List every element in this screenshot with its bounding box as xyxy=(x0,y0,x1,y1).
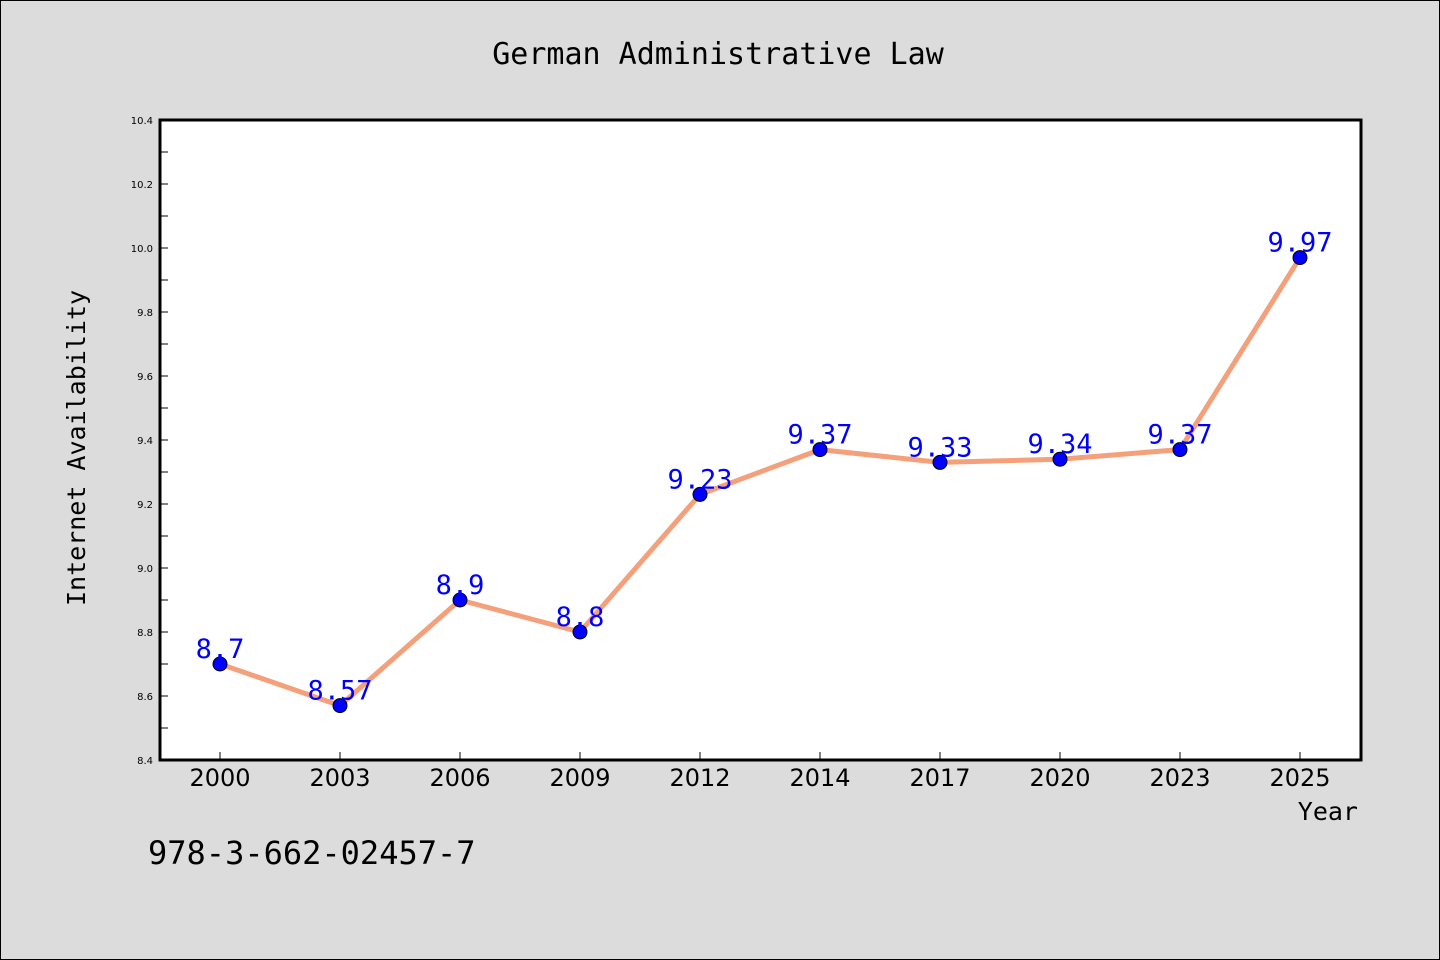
y-axis-ticks: 8.4 8.6 8.8 9.0 9.2 9.4 9.6 9.8 10.0 10.2 10.4 xyxy=(131,116,168,767)
data-label: 8.57 xyxy=(307,676,372,707)
data-point xyxy=(572,624,588,640)
y-tick-label: 9.6 xyxy=(137,372,153,383)
data-point xyxy=(212,656,228,672)
data-label: 8.8 xyxy=(556,602,605,633)
x-tick-label: 2006 xyxy=(429,764,490,792)
data-label: 9.37 xyxy=(1147,420,1212,451)
series-group: 8.7 8.57 8.9 8.8 9.23 9.37 9.33 9.34 9.37 9.97 xyxy=(196,228,1333,714)
x-tick-label: 2020 xyxy=(1029,764,1090,792)
data-point xyxy=(452,592,468,608)
data-label: 8.7 xyxy=(196,634,245,665)
data-label: 9.37 xyxy=(787,420,852,451)
data-point xyxy=(932,454,948,470)
x-tick-label: 2014 xyxy=(789,764,850,792)
data-point xyxy=(692,486,708,502)
data-point xyxy=(332,698,348,714)
chart-title: German Administrative Law xyxy=(492,37,944,72)
x-axis-label: Year xyxy=(1298,797,1358,826)
y-tick-label: 10.2 xyxy=(131,180,153,191)
x-tick-label: 2017 xyxy=(909,764,970,792)
data-label: 9.33 xyxy=(907,432,972,463)
y-tick-label: 9.0 xyxy=(137,564,153,575)
y-tick-label: 8.4 xyxy=(137,756,153,767)
data-point xyxy=(812,442,828,458)
x-tick-label: 2003 xyxy=(309,764,370,792)
data-point xyxy=(1172,442,1188,458)
y-tick-label: 8.6 xyxy=(137,692,153,703)
y-tick-label: 10.0 xyxy=(131,244,153,255)
data-label: 9.23 xyxy=(667,464,732,495)
plot-area xyxy=(158,118,1363,762)
data-point xyxy=(1292,250,1308,266)
x-tick-label: 2025 xyxy=(1269,764,1330,792)
x-tick-label: 2000 xyxy=(189,764,250,792)
x-tick-label: 2009 xyxy=(549,764,610,792)
x-axis-ticks: 2000 2003 2006 2009 2012 2014 2017 2020 2023 2025 xyxy=(189,752,1331,792)
y-tick-label: 9.2 xyxy=(137,500,153,511)
series-line xyxy=(217,255,1303,709)
y-tick-label: 9.4 xyxy=(137,436,153,447)
data-point xyxy=(1052,451,1068,467)
data-label: 8.9 xyxy=(436,570,485,601)
x-tick-label: 2012 xyxy=(669,764,730,792)
y-axis-label: Internet Availability xyxy=(62,290,91,606)
y-tick-label: 10.4 xyxy=(131,116,153,127)
data-label: 9.34 xyxy=(1027,429,1092,460)
y-tick-label: 9.8 xyxy=(137,308,153,319)
isbn-text: 978-3-662-02457-7 xyxy=(148,834,476,872)
data-label: 9.97 xyxy=(1267,228,1332,259)
x-tick-label: 2023 xyxy=(1149,764,1210,792)
y-tick-label: 8.8 xyxy=(137,628,153,639)
